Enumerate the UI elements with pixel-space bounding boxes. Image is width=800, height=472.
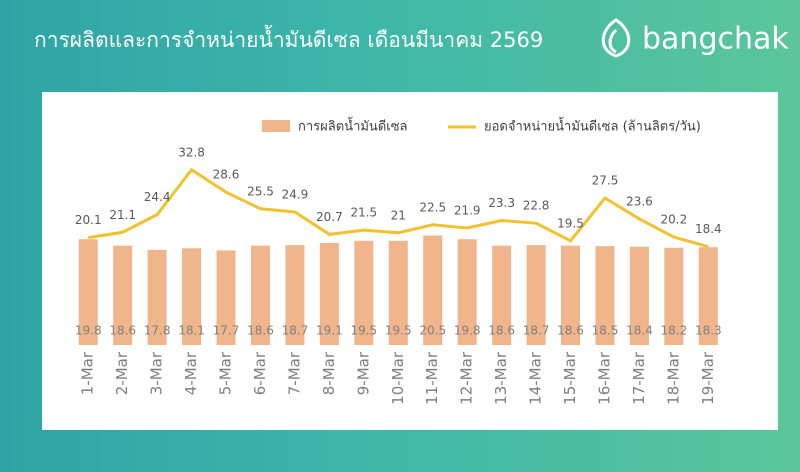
- bar: [388, 240, 408, 345]
- bar-value-label: 19.1: [316, 324, 343, 338]
- bar: [147, 249, 167, 345]
- bar-value-label: 18.6: [247, 324, 274, 338]
- x-tick-label: 3-Mar: [148, 351, 166, 395]
- bar: [113, 245, 133, 345]
- x-tick-label: 19-Mar: [699, 351, 717, 405]
- bar-value-label: 18.4: [626, 324, 653, 338]
- line-value-label: 21.5: [350, 206, 377, 220]
- x-tick-label: 10-Mar: [389, 351, 407, 405]
- x-tick-label: 14-Mar: [527, 351, 545, 405]
- bar: [561, 245, 581, 345]
- bar-value-label: 17.8: [144, 324, 171, 338]
- x-tick-label: 11-Mar: [423, 351, 441, 405]
- bar: [629, 246, 649, 345]
- x-tick-label: 5-Mar: [217, 351, 235, 395]
- x-tick-label: 6-Mar: [251, 351, 269, 395]
- x-tick-label: 2-Mar: [113, 351, 131, 395]
- x-tick-label: 16-Mar: [595, 351, 613, 405]
- bar-value-label: 18.2: [661, 324, 688, 338]
- bar-value-label: 19.8: [75, 324, 102, 338]
- bar: [354, 240, 374, 345]
- legend-label: การผลิตน้ำมันดีเซล: [298, 117, 408, 135]
- line-value-label: 20.2: [661, 213, 688, 227]
- x-tick-label: 17-Mar: [630, 351, 648, 405]
- bar: [216, 250, 236, 345]
- bar-value-label: 17.7: [213, 324, 240, 338]
- bar-value-label: 18.6: [488, 324, 515, 338]
- x-tick-label: 4-Mar: [182, 351, 200, 395]
- bar-value-label: 19.5: [385, 324, 412, 338]
- bar: [595, 246, 615, 345]
- legend-swatch: [262, 120, 290, 132]
- line: [87, 167, 709, 249]
- chart-title: การผลิตและการจำหน่ายน้ำมันดีเซล เดือนมีน…: [34, 25, 543, 52]
- bar-value-label: 18.5: [592, 324, 619, 338]
- x-tick-label: 18-Mar: [664, 351, 682, 405]
- bar: [698, 247, 718, 345]
- logo-icon: [601, 18, 631, 58]
- bar-value-label: 18.7: [523, 324, 550, 338]
- line-value-label: 22.5: [419, 200, 446, 214]
- x-tick-label: 15-Mar: [561, 351, 579, 405]
- bar-value-label: 18.3: [695, 324, 722, 338]
- line-value-label: 21.9: [454, 203, 481, 217]
- line-value-label: 20.1: [75, 213, 102, 227]
- line-value-label: 18.4: [695, 222, 722, 236]
- bar: [285, 245, 305, 345]
- bar-value-label: 19.5: [350, 324, 377, 338]
- bar: [457, 239, 477, 345]
- brand-name: bangchak: [642, 22, 789, 57]
- line-value-label: 27.5: [592, 174, 619, 188]
- x-tick-label: 13-Mar: [492, 351, 510, 405]
- bar-value-label: 18.1: [178, 324, 205, 338]
- legend-label: ยอดจำหน่ายน้ำมันดีเซล (ล้านลิตร/วัน): [484, 117, 701, 135]
- bar: [423, 235, 443, 345]
- x-tick-label: 12-Mar: [458, 351, 476, 405]
- bar: [78, 239, 98, 345]
- bar-value-label: 20.5: [419, 324, 446, 338]
- bar: [182, 248, 202, 345]
- line-value-label: 23.6: [626, 194, 653, 208]
- line-value-label: 24.9: [282, 187, 309, 201]
- x-tick-label: 1-Mar: [79, 351, 97, 395]
- bar-value-label: 18.6: [557, 324, 584, 338]
- line-value-label: 22.8: [523, 199, 550, 213]
- x-tick-label: 7-Mar: [285, 351, 303, 395]
- line-value-label: 19.5: [557, 216, 584, 230]
- line-value-label: 21.1: [109, 208, 136, 222]
- bar: [526, 245, 546, 345]
- line-value-label: 20.7: [316, 210, 343, 224]
- line-value-label: 21: [391, 208, 406, 222]
- bar: [319, 242, 339, 345]
- bar-value-label: 19.8: [454, 324, 481, 338]
- line-value-label: 23.3: [488, 196, 515, 210]
- line-value-label: 32.8: [178, 145, 205, 159]
- bar: [492, 245, 512, 345]
- line-value-label: 25.5: [247, 184, 274, 198]
- line-value-label: 28.6: [213, 168, 240, 182]
- line-value-label: 24.4: [144, 190, 171, 204]
- bar: [664, 247, 684, 345]
- bar-value-label: 18.7: [282, 324, 309, 338]
- bar: [250, 245, 270, 345]
- bar-value-label: 18.6: [109, 324, 136, 338]
- x-tick-label: 9-Mar: [354, 351, 372, 395]
- x-tick-label: 8-Mar: [320, 351, 338, 395]
